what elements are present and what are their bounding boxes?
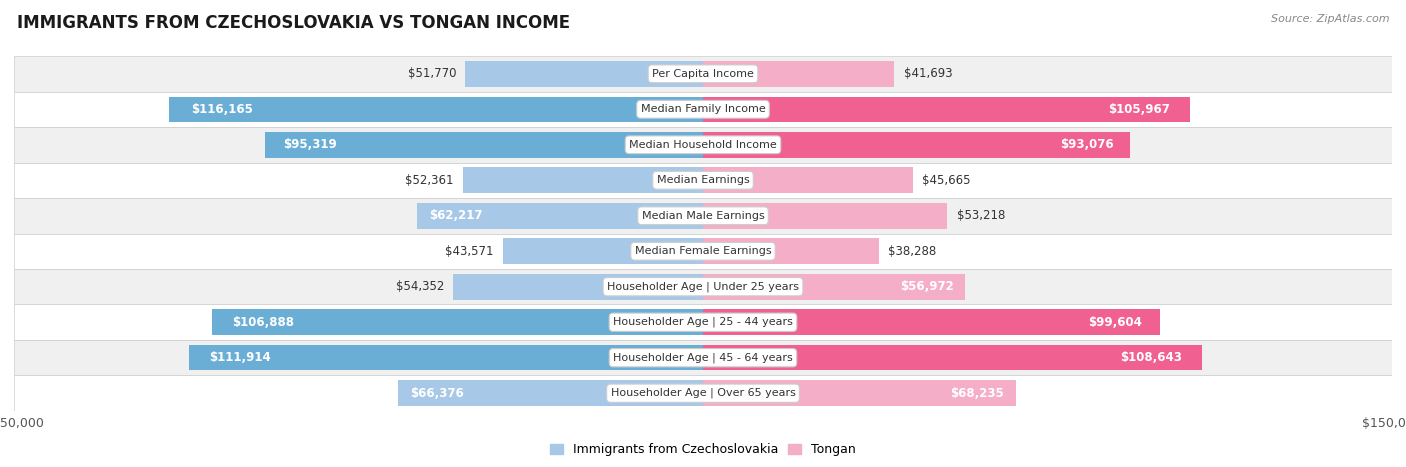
Bar: [14, 304, 1392, 340]
Text: $95,319: $95,319: [283, 138, 336, 151]
Text: Median Male Earnings: Median Male Earnings: [641, 211, 765, 221]
Text: Median Household Income: Median Household Income: [628, 140, 778, 150]
Bar: [170, 97, 703, 122]
Bar: [703, 381, 1017, 406]
Bar: [463, 168, 703, 193]
Text: Householder Age | 25 - 44 years: Householder Age | 25 - 44 years: [613, 317, 793, 327]
Bar: [14, 127, 1392, 163]
Text: IMMIGRANTS FROM CZECHOSLOVAKIA VS TONGAN INCOME: IMMIGRANTS FROM CZECHOSLOVAKIA VS TONGAN…: [17, 14, 569, 32]
Bar: [14, 56, 1392, 92]
Text: $41,693: $41,693: [904, 67, 952, 80]
Text: Householder Age | 45 - 64 years: Householder Age | 45 - 64 years: [613, 353, 793, 363]
Text: Householder Age | Over 65 years: Householder Age | Over 65 years: [610, 388, 796, 398]
Text: $106,888: $106,888: [232, 316, 294, 329]
Text: $38,288: $38,288: [889, 245, 936, 258]
Text: $45,665: $45,665: [922, 174, 970, 187]
Bar: [703, 345, 1202, 370]
Bar: [703, 97, 1189, 122]
Text: $51,770: $51,770: [408, 67, 456, 80]
Text: Per Capita Income: Per Capita Income: [652, 69, 754, 79]
Bar: [453, 274, 703, 299]
Text: $99,604: $99,604: [1088, 316, 1142, 329]
Text: $93,076: $93,076: [1060, 138, 1114, 151]
Text: Median Earnings: Median Earnings: [657, 175, 749, 185]
Bar: [398, 381, 703, 406]
Bar: [14, 92, 1392, 127]
Bar: [14, 375, 1392, 411]
Text: Householder Age | Under 25 years: Householder Age | Under 25 years: [607, 282, 799, 292]
Bar: [14, 269, 1392, 304]
Bar: [703, 274, 965, 299]
Text: $66,376: $66,376: [411, 387, 464, 400]
Bar: [465, 61, 703, 86]
Bar: [703, 168, 912, 193]
Bar: [212, 310, 703, 335]
Bar: [266, 132, 703, 157]
Text: $56,972: $56,972: [900, 280, 955, 293]
Text: Median Female Earnings: Median Female Earnings: [634, 246, 772, 256]
Bar: [14, 163, 1392, 198]
Legend: Immigrants from Czechoslovakia, Tongan: Immigrants from Czechoslovakia, Tongan: [546, 439, 860, 461]
Text: $53,218: $53,218: [956, 209, 1005, 222]
Text: $68,235: $68,235: [950, 387, 1004, 400]
Text: $116,165: $116,165: [191, 103, 253, 116]
Bar: [703, 239, 879, 264]
Bar: [14, 340, 1392, 375]
Bar: [703, 61, 894, 86]
Bar: [703, 203, 948, 228]
Bar: [14, 198, 1392, 234]
Text: $54,352: $54,352: [396, 280, 444, 293]
Text: $43,571: $43,571: [446, 245, 494, 258]
Bar: [503, 239, 703, 264]
Text: Median Family Income: Median Family Income: [641, 104, 765, 114]
Text: $111,914: $111,914: [209, 351, 271, 364]
Bar: [703, 132, 1130, 157]
Text: $105,967: $105,967: [1108, 103, 1170, 116]
Text: $108,643: $108,643: [1121, 351, 1182, 364]
Text: $52,361: $52,361: [405, 174, 453, 187]
Bar: [703, 310, 1160, 335]
Bar: [188, 345, 703, 370]
Bar: [14, 234, 1392, 269]
Text: $62,217: $62,217: [429, 209, 482, 222]
Bar: [418, 203, 703, 228]
Text: Source: ZipAtlas.com: Source: ZipAtlas.com: [1271, 14, 1389, 24]
